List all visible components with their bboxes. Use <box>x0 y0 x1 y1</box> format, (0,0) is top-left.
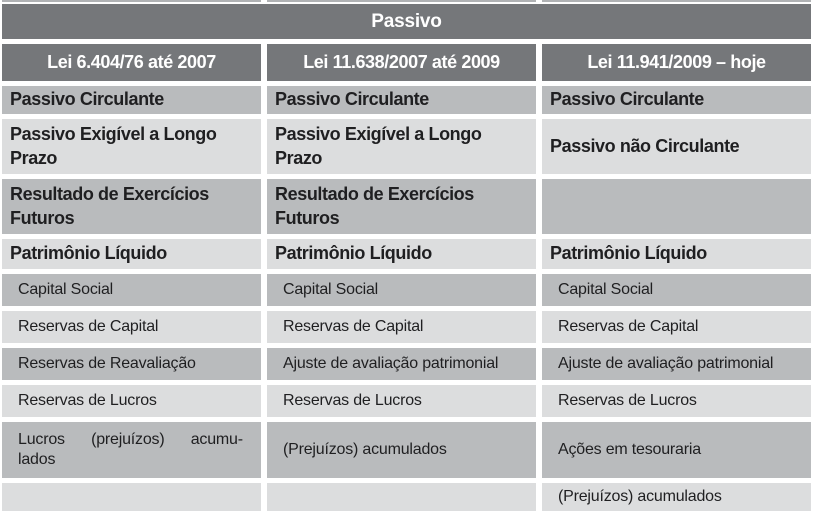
top-edge-segment <box>2 0 261 2</box>
table-cell: Resultado de Exercícios Futuros <box>2 179 261 234</box>
table-cell <box>2 483 261 511</box>
table-cell: Ajuste de avaliação patrimonial <box>267 348 536 380</box>
column-header-lei-11941-2009: Lei 11.941/2009 – hoje <box>542 44 811 81</box>
table-cell: Patrimônio Líquido <box>542 239 811 269</box>
table-cell: Passivo Exigível a Longo Prazo <box>2 119 261 174</box>
table-cell <box>267 483 536 511</box>
table-cell: Passivo Circulante <box>267 86 536 114</box>
table-cell: Passivo Circulante <box>542 86 811 114</box>
table-cell: Ajuste de avaliação patrimonial <box>542 348 811 380</box>
table-cell: Capital Social <box>2 274 261 306</box>
table-cell: Passivo não Circulante <box>542 119 811 174</box>
table-cell: Resultado de Exercícios Futuros <box>267 179 536 234</box>
table-top-edge <box>2 0 811 2</box>
table-cell: Reservas de Lucros <box>542 385 811 417</box>
table-title: Passivo <box>2 4 811 39</box>
table-cell: Reservas de Capital <box>267 311 536 343</box>
top-edge-segment <box>267 0 536 2</box>
column-header-lei-6404-76: Lei 6.404/76 até 2007 <box>2 44 261 81</box>
table-cell: Reservas de Lucros <box>2 385 261 417</box>
table-cell: Reservas de Lucros <box>267 385 536 417</box>
passivo-table: Passivo Lei 6.404/76 até 2007 Lei 11.638… <box>2 4 811 511</box>
table-cell: Reservas de Capital <box>542 311 811 343</box>
table-cell: (Prejuízos) acumulados <box>267 422 536 478</box>
top-edge-segment <box>542 0 811 2</box>
table-cell: Capital Social <box>542 274 811 306</box>
table-cell: Patrimônio Líquido <box>267 239 536 269</box>
table-cell: Reservas de Capital <box>2 311 261 343</box>
table-cell: Reservas de Reavaliação <box>2 348 261 380</box>
table-cell: Lucros (prejuízos) acumu- lados <box>2 422 261 478</box>
table-cell: (Prejuízos) acumulados <box>542 483 811 511</box>
table-cell: Ações em tesouraria <box>542 422 811 478</box>
table-cell: Capital Social <box>267 274 536 306</box>
table-cell: Passivo Circulante <box>2 86 261 114</box>
table-cell <box>542 179 811 234</box>
table-cell: Passivo Exigível a Longo Prazo <box>267 119 536 174</box>
column-header-lei-11638-2007: Lei 11.638/2007 até 2009 <box>267 44 536 81</box>
table-cell: Patrimônio Líquido <box>2 239 261 269</box>
